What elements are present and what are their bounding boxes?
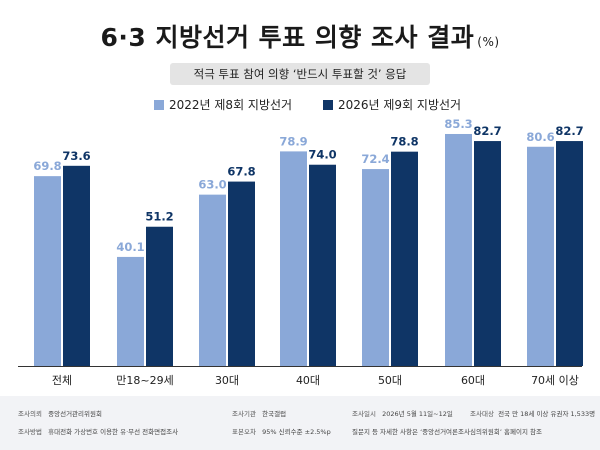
value-label-2022-5: 85.3: [444, 117, 472, 131]
value-label-2026-2: 67.8: [227, 165, 255, 179]
unit-label: (%): [477, 35, 500, 49]
category-label-5: 60대: [461, 374, 485, 387]
footer-method: 조사방법 휴대전화 가상번호 이용한 유·무선 전화면접조사: [18, 428, 179, 436]
value-label-2026-4: 78.8: [390, 135, 418, 149]
subtitle-box: 적극 투표 참여 의향 ‘반드시 투표할 것’ 응답: [170, 63, 430, 85]
legend-label-2026: 2026년 제9회 지방선거: [338, 98, 462, 112]
category-label-3: 40대: [296, 374, 320, 387]
value-label-2026-1: 51.2: [145, 210, 173, 224]
page-title: 6·3 지방선거 투표 의향 조사 결과 (%): [100, 23, 500, 52]
footer-target: 조사대상 전국 만 18세 이상 유권자 1,533명: [470, 410, 596, 418]
value-label-2026-6: 82.7: [555, 124, 583, 138]
value-label-2026-0: 73.6: [62, 149, 90, 163]
bar-2022-0: [34, 176, 61, 366]
bar-2026-4: [391, 151, 418, 366]
category-label-2: 30대: [215, 374, 239, 387]
bar-2022-6: [527, 146, 554, 366]
bar-2022-5: [445, 133, 472, 366]
value-label-2022-1: 40.1: [116, 240, 144, 254]
legend-item-2026: 2026년 제9회 지방선거: [323, 97, 461, 113]
bar-2026-1: [146, 226, 173, 366]
bar-2022-4: [362, 169, 389, 366]
category-label-6: 70세 이상: [531, 374, 579, 387]
bar-2026-0: [63, 165, 90, 366]
category-label-1: 만18~29세: [116, 374, 173, 387]
value-label-2022-6: 80.6: [526, 130, 554, 144]
value-label-2022-4: 72.4: [361, 152, 389, 166]
value-label-2022-2: 63.0: [198, 178, 226, 192]
footer-commission: 조사의뢰 중앙선거관리위원회: [18, 410, 102, 418]
footer-note: 질문지 등 자세한 사항은 ‘중앙선거여론조사심의위원회’ 홈페이지 참조: [352, 428, 542, 436]
footer-error: 표본오차 95% 신뢰수준 ±2.5%p: [232, 428, 331, 436]
bar-chart: 69.873.6 전체 40.1 51.2 만18~29세 63.067.8 30대 78.9…: [18, 117, 584, 387]
category-label-4: 50대: [378, 374, 402, 387]
bar-2026-2: [228, 181, 255, 366]
legend-item-2022: 2022년 제8회 지방선거: [154, 97, 292, 113]
bar-2022-3: [280, 151, 307, 366]
bar-2026-6: [556, 141, 583, 366]
bar-2026-5: [474, 141, 501, 366]
footer-date: 조사일시 2026년 5월 11일~12일: [352, 410, 453, 418]
bar-2022-1: [117, 256, 144, 366]
legend-swatch-2026: [323, 100, 333, 110]
legend-label-2022: 2022년 제8회 지방선거: [169, 98, 293, 112]
value-label-2026-5: 82.7: [473, 124, 501, 138]
value-label-2026-3: 74.0: [308, 148, 336, 162]
value-label-2022-0: 69.8: [33, 159, 61, 173]
footer-agency: 조사기관 한국갤럽: [232, 410, 287, 418]
subtitle: 적극 투표 참여 의향 ‘반드시 투표할 것’ 응답: [193, 67, 407, 81]
bar-2022-2: [199, 194, 226, 366]
bar-2026-3: [309, 164, 336, 366]
category-label-0: 전체: [52, 374, 72, 387]
value-label-2022-3: 78.9: [279, 134, 307, 148]
legend-swatch-2022: [154, 100, 164, 110]
survey-info-footer: 조사의뢰 중앙선거관리위원회 조사기관 한국갤럽 조사일시 2026년 5월 1…: [0, 396, 600, 450]
